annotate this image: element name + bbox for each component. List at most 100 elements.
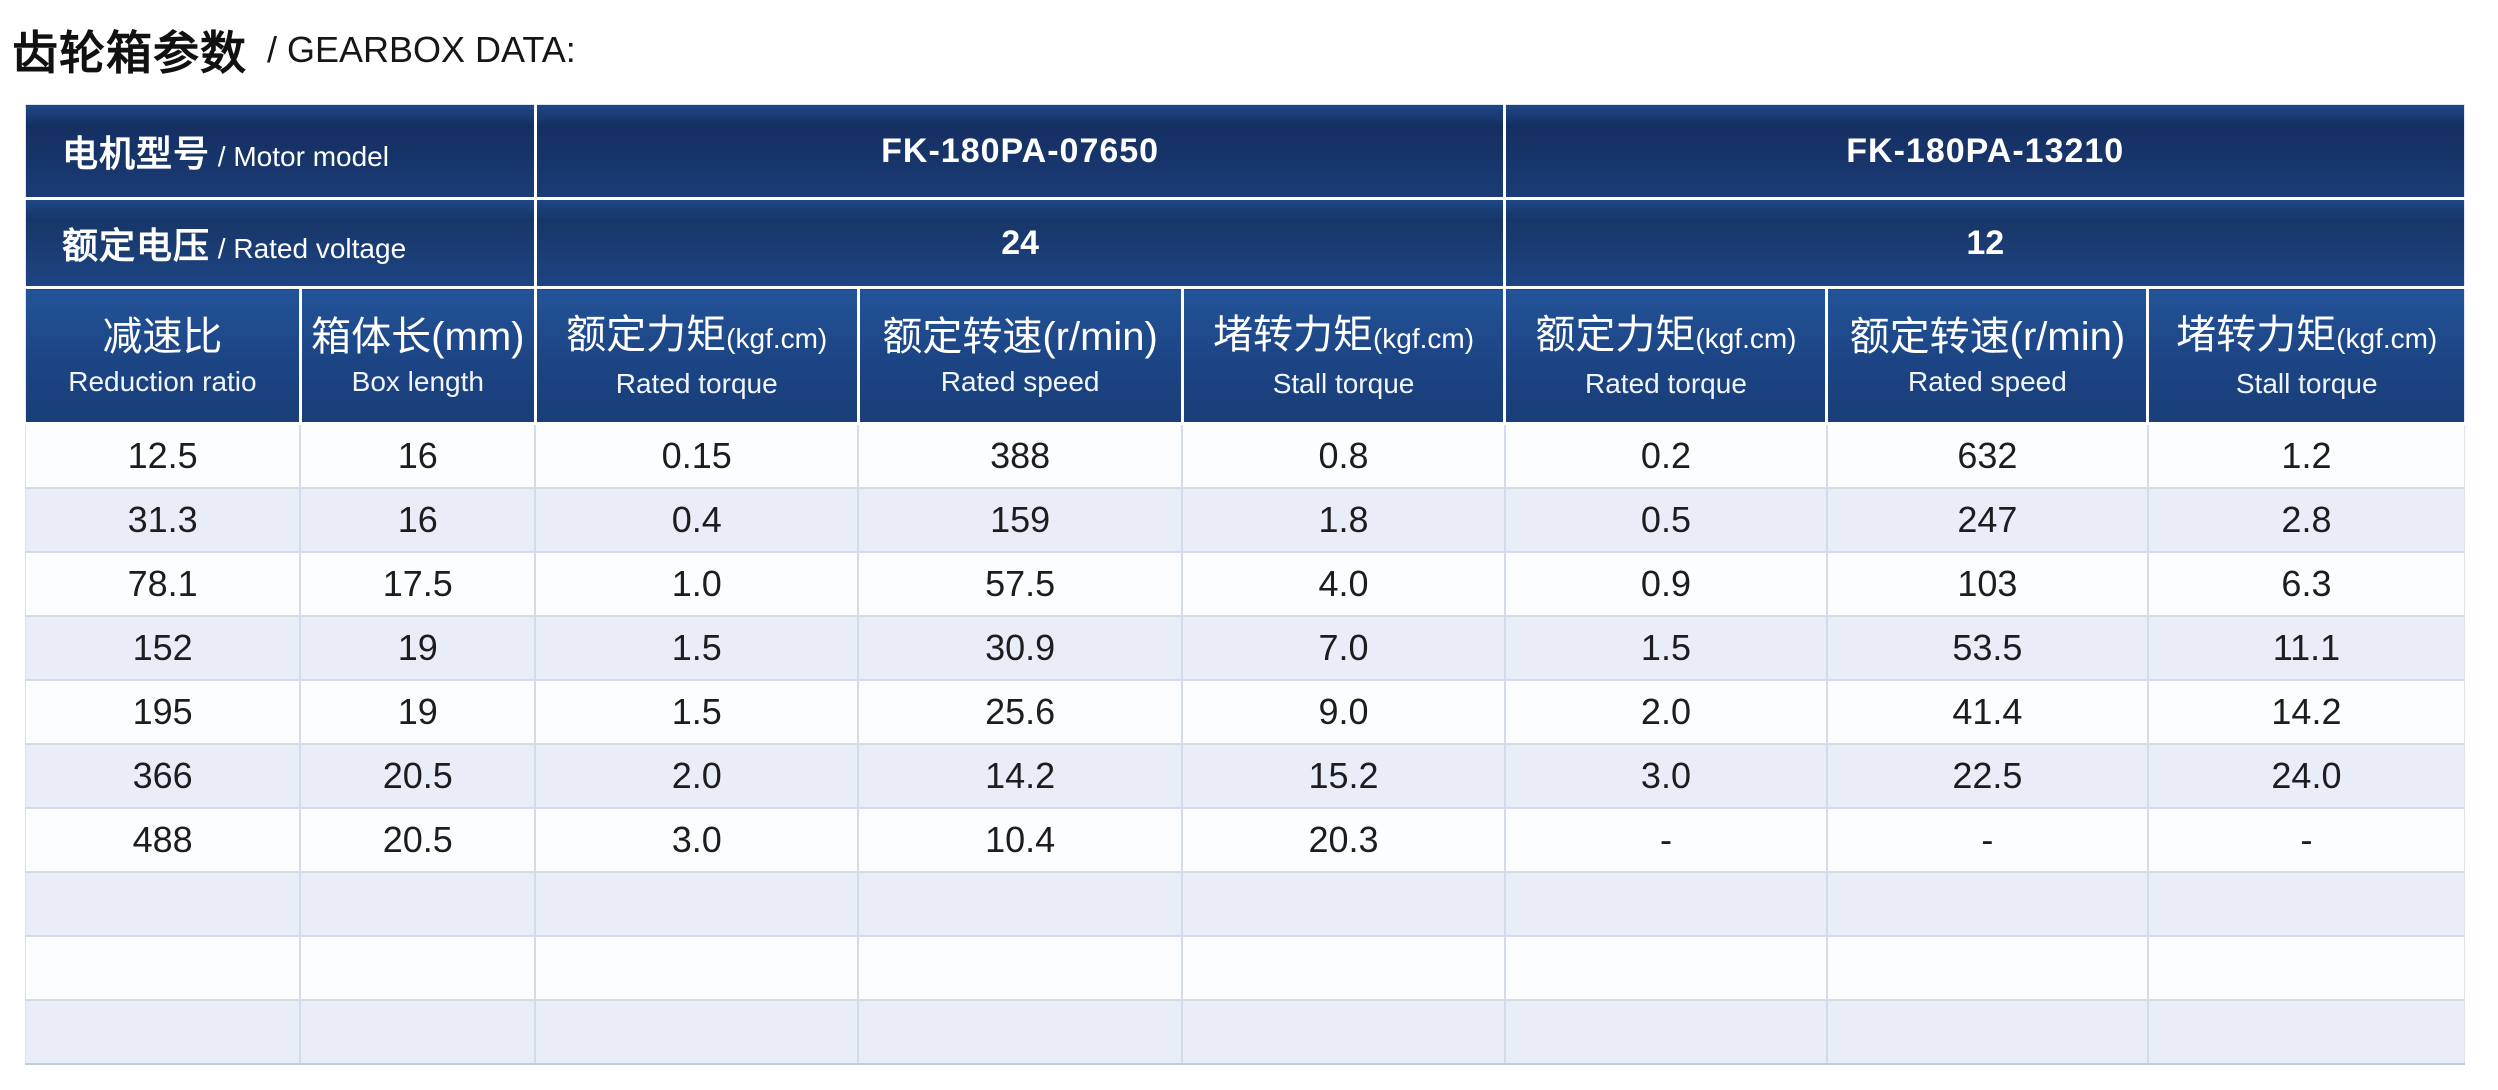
- table-cell: 366: [25, 744, 302, 809]
- header-row-motor-model: 电机型号 / Motor model FK-180PA-07650 FK-180…: [25, 104, 2465, 200]
- table-cell: -: [2147, 808, 2465, 873]
- table-cell: [1504, 872, 1828, 937]
- motor-model-label-cn: 电机型号: [62, 133, 211, 174]
- table-cell: [1182, 872, 1506, 937]
- col-header-rated-torque-2: 额定力矩(kgf.cm) Rated torque: [1504, 287, 1829, 425]
- table-cell: 1.5: [535, 616, 860, 681]
- table-cell: 159: [858, 488, 1184, 553]
- table-cell: 0.4: [535, 488, 860, 553]
- data-row: 78.1 17.5 1.0 57.5 4.0 0.9 103 6.3: [25, 552, 2465, 617]
- table-cell: 16: [300, 488, 537, 553]
- table-cell: 2.0: [535, 744, 860, 809]
- table-cell: 2.0: [1504, 680, 1828, 745]
- table-cell: [1504, 936, 1828, 1001]
- table-cell: [858, 872, 1184, 937]
- table-cell: 1.0: [535, 552, 860, 617]
- page-title-cn: 齿轮箱参数: [12, 27, 247, 79]
- table-cell: 15.2: [1182, 744, 1506, 809]
- col-header-reduction-ratio: 减速比 Reduction ratio: [25, 287, 302, 425]
- table-cell: 19: [300, 680, 537, 745]
- table-cell: [1182, 936, 1506, 1001]
- table-cell: [1826, 936, 2149, 1001]
- gearbox-data-table: 电机型号 / Motor model FK-180PA-07650 FK-180…: [25, 104, 2465, 1065]
- table-cell: [535, 936, 860, 1001]
- table-cell: 78.1: [25, 552, 302, 617]
- table-cell: [25, 872, 302, 937]
- rated-voltage-2: 12: [1504, 198, 2465, 289]
- header-row-columns: 减速比 Reduction ratio 箱体长(mm) Box length 额…: [25, 287, 2465, 425]
- table-cell: -: [1826, 808, 2149, 873]
- col-header-stall-torque-2: 堵转力矩(kgf.cm) Stall torque: [2147, 287, 2465, 425]
- table-cell: [858, 936, 1184, 1001]
- table-cell: 1.2: [2147, 423, 2465, 489]
- table-cell: 11.1: [2147, 616, 2465, 681]
- table-cell: 14.2: [2147, 680, 2465, 745]
- table-cell: [300, 872, 537, 937]
- table-body: 12.5 16 0.15 388 0.8 0.2 632 1.2 31.3 16 0.4 159 1.8…: [25, 423, 2465, 1065]
- data-row: 31.3 16 0.4 159 1.8 0.5 247 2.8: [25, 488, 2465, 553]
- table-cell: 20.3: [1182, 808, 1506, 873]
- table-cell: [1826, 872, 2149, 937]
- data-row: 152 19 1.5 30.9 7.0 1.5 53.5 11.1: [25, 616, 2465, 681]
- table-cell: [1504, 1000, 1828, 1065]
- motor-model-1: FK-180PA-07650: [535, 104, 1507, 200]
- table-cell: 19: [300, 616, 537, 681]
- table-cell: [2147, 936, 2465, 1001]
- table-cell: 12.5: [25, 423, 302, 489]
- table-cell: [300, 1000, 537, 1065]
- table-cell: 10.4: [858, 808, 1184, 873]
- table-cell: 17.5: [300, 552, 537, 617]
- table-cell: 488: [25, 808, 302, 873]
- table-cell: [1826, 1000, 2149, 1065]
- table-cell: 6.3: [2147, 552, 2465, 617]
- table-cell: 2.8: [2147, 488, 2465, 553]
- table-cell: [535, 1000, 860, 1065]
- table-cell: 25.6: [858, 680, 1184, 745]
- header-row-voltage: 额定电压 / Rated voltage 24 12: [25, 198, 2465, 289]
- col-header-rated-speed-2: 额定转速(r/min) Rated speed: [1826, 287, 2150, 425]
- motor-model-label-cell: 电机型号 / Motor model: [25, 104, 537, 200]
- table-cell: [300, 936, 537, 1001]
- page-title: 齿轮箱参数 / GEARBOX DATA:: [12, 10, 2498, 90]
- data-row: 488 20.5 3.0 10.4 20.3- - -: [25, 808, 2465, 873]
- empty-row: [25, 936, 2465, 1001]
- table-cell: 57.5: [858, 552, 1184, 617]
- col-header-rated-speed-1: 额定转速(r/min) Rated speed: [858, 287, 1184, 425]
- rated-voltage-1: 24: [535, 198, 1507, 289]
- table-cell: 0.5: [1504, 488, 1828, 553]
- table-cell: 41.4: [1826, 680, 2149, 745]
- data-row: 366 20.5 2.0 14.2 15.2 3.0 22.5 24.0: [25, 744, 2465, 809]
- table-cell: 1.5: [1504, 616, 1828, 681]
- table-cell: [1182, 1000, 1506, 1065]
- data-row: 195 19 1.5 25.6 9.0 2.0 41.4 14.2: [25, 680, 2465, 745]
- table-cell: 24.0: [2147, 744, 2465, 809]
- page-title-en: / GEARBOX DATA:: [257, 29, 576, 70]
- col-header-box-length: 箱体长(mm) Box length: [300, 287, 537, 425]
- table-cell: 31.3: [25, 488, 302, 553]
- table-cell: [25, 936, 302, 1001]
- table-cell: 16: [300, 423, 537, 489]
- table-cell: [2147, 1000, 2465, 1065]
- rated-voltage-label-cell: 额定电压 / Rated voltage: [25, 198, 537, 289]
- table-cell: 1.8: [1182, 488, 1506, 553]
- table-cell: 195: [25, 680, 302, 745]
- table-cell: 0.9: [1504, 552, 1828, 617]
- motor-model-2: FK-180PA-13210: [1504, 104, 2465, 200]
- empty-row: [25, 1000, 2465, 1065]
- table-cell: [25, 1000, 302, 1065]
- table-cell: 0.2: [1504, 423, 1828, 489]
- table-cell: 22.5: [1826, 744, 2149, 809]
- table-cell: 4.0: [1182, 552, 1506, 617]
- table-cell: 103: [1826, 552, 2149, 617]
- table-cell: [858, 1000, 1184, 1065]
- data-row: 12.5 16 0.15 388 0.8 0.2 632 1.2: [25, 423, 2465, 489]
- rated-voltage-label-cn: 额定电压: [62, 225, 211, 266]
- motor-model-label-en: / Motor model: [210, 141, 389, 172]
- table-cell: 20.5: [300, 744, 537, 809]
- table-cell: 9.0: [1182, 680, 1506, 745]
- table-cell: 632: [1826, 423, 2149, 489]
- table-cell: 20.5: [300, 808, 537, 873]
- table-cell: 388: [858, 423, 1184, 489]
- table-cell: 3.0: [1504, 744, 1828, 809]
